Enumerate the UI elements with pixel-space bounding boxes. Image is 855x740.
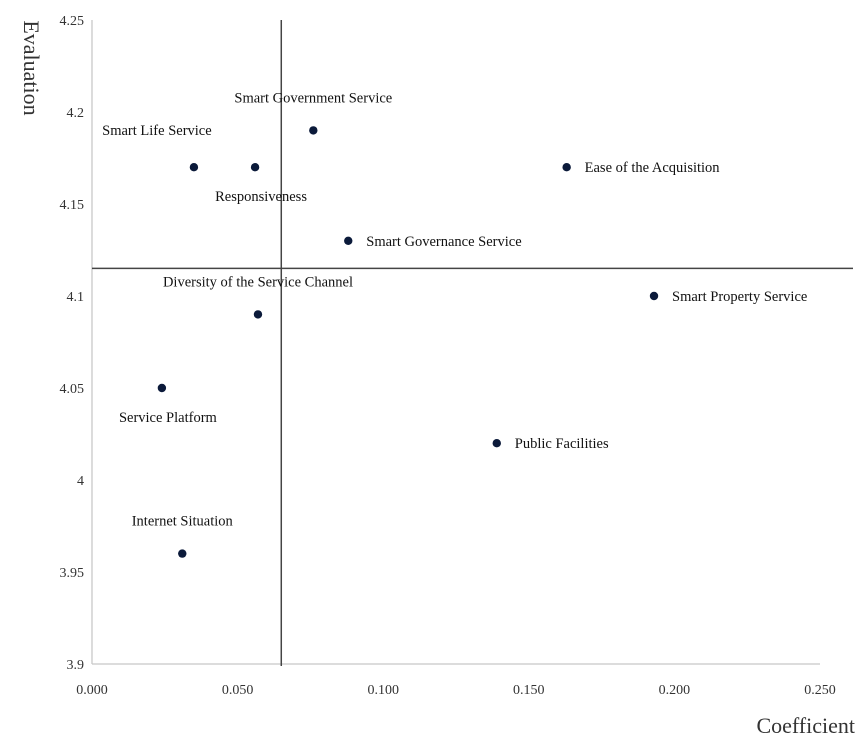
x-tick-label: 0.000 <box>76 683 108 698</box>
x-tick-label: 0.100 <box>367 683 399 698</box>
y-tick-label: 4.1 <box>67 290 85 305</box>
data-point-smart-governance-service <box>344 236 353 245</box>
x-axis-title: Coefficient <box>756 713 855 738</box>
y-tick-label: 4.25 <box>60 14 85 29</box>
y-tick-label: 3.95 <box>60 566 85 581</box>
data-point-smart-life-service <box>189 163 199 172</box>
x-tick-label: 0.200 <box>659 683 691 698</box>
quadrant-lines <box>92 20 853 666</box>
data-label-service-platform: Service Platform <box>119 410 218 426</box>
data-point-responsiveness <box>250 163 260 172</box>
x-tick-label: 0.150 <box>513 683 545 698</box>
y-axis-title: Evaluation <box>19 20 44 115</box>
data-point-labels: Smart Government Service Smart Life Servi… <box>102 90 807 529</box>
data-point-smart-government-service <box>309 126 318 135</box>
y-tick-label: 4.05 <box>60 382 85 397</box>
data-point-public-facilities <box>492 439 501 448</box>
data-label-responsiveness: Responsiveness <box>215 189 307 205</box>
y-tick-label: 4.15 <box>60 198 85 213</box>
data-points <box>157 126 659 558</box>
data-label-smart-property-service: Smart Property Service <box>672 289 807 305</box>
axes <box>91 20 820 665</box>
x-tick-labels: 0.000 0.050 0.100 0.150 0.200 0.250 <box>76 683 836 698</box>
data-point-internet-situation <box>178 549 187 558</box>
y-tick-label: 4 <box>77 474 84 489</box>
data-point-ease-of-the-acquisition <box>562 163 571 172</box>
data-label-smart-governance-service: Smart Governance Service <box>366 234 521 250</box>
data-label-smart-life-service: Smart Life Service <box>102 123 212 139</box>
data-label-smart-government-service: Smart Government Service <box>234 90 392 106</box>
y-tick-labels: 3.9 3.95 4 4.05 4.1 4.15 4.2 4.25 <box>60 14 85 673</box>
data-point-diversity-of-the-service-channel <box>253 310 263 319</box>
data-label-ease-of-the-acquisition: Ease of the Acquisition <box>585 160 721 176</box>
y-tick-label: 4.2 <box>67 106 85 121</box>
x-tick-label: 0.250 <box>804 683 836 698</box>
data-label-diversity-of-the-service-channel: Diversity of the Service Channel <box>163 274 353 290</box>
data-point-service-platform <box>157 383 167 393</box>
data-label-public-facilities: Public Facilities <box>515 436 609 452</box>
data-label-internet-situation: Internet Situation <box>132 514 234 530</box>
y-tick-label: 3.9 <box>67 658 85 673</box>
x-tick-label: 0.050 <box>222 683 254 698</box>
data-point-smart-property-service <box>649 291 659 301</box>
